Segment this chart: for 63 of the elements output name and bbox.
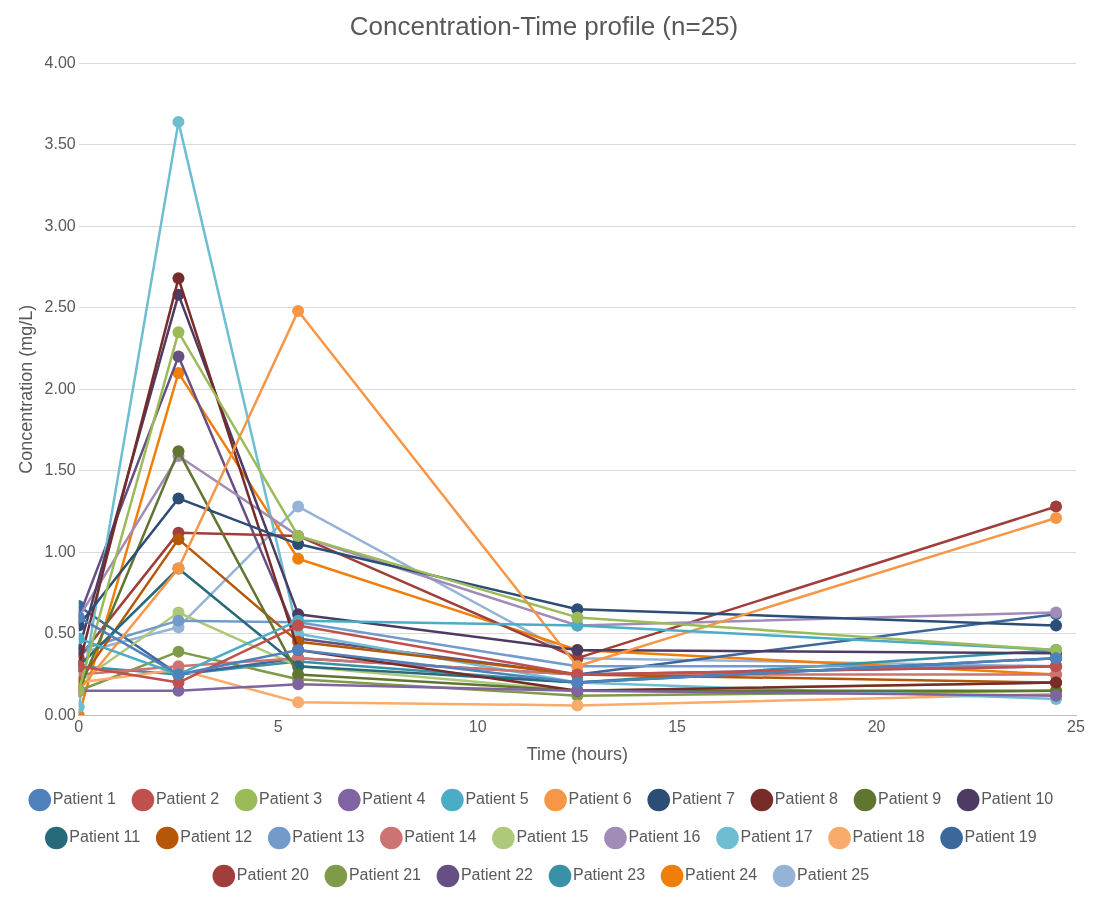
legend-label: Patient 22 — [460, 866, 534, 884]
legend-label: Patient 7 — [671, 790, 735, 808]
y-tick-label: 2.50 — [44, 298, 76, 316]
legend-label: Patient 8 — [774, 790, 839, 808]
x-tick-label: 10 — [468, 718, 487, 736]
x-tick-label: 25 — [1067, 718, 1085, 736]
legend-label: Patient 17 — [740, 828, 813, 846]
x-tick-label: 0 — [74, 718, 84, 736]
point — [292, 552, 305, 565]
legend-label: Patient 23 — [573, 866, 646, 884]
point — [172, 492, 185, 505]
legend-label: Patient 5 — [465, 790, 529, 808]
legend-label: Patient 2 — [155, 790, 220, 808]
point — [172, 533, 185, 546]
x-axis-title: Time (hours) — [526, 744, 629, 765]
point — [571, 611, 584, 624]
legend-label: Patient 14 — [404, 828, 477, 846]
legend-label: Patient 19 — [964, 828, 1037, 846]
point — [292, 304, 305, 317]
point — [172, 350, 185, 363]
point — [1050, 511, 1063, 524]
legend-label: Patient 13 — [292, 828, 365, 846]
y-tick-label: 1.00 — [44, 542, 76, 560]
point — [172, 614, 185, 627]
legend-label: Patient 12 — [180, 828, 253, 846]
legend-label: Patient 1 — [52, 790, 117, 808]
x-tick-label: 20 — [867, 718, 886, 736]
legend-label: Patient 4 — [362, 790, 426, 808]
legend-label: Patient 20 — [236, 866, 309, 884]
point — [292, 678, 305, 691]
y-tick-label: 1.50 — [44, 461, 76, 479]
point — [172, 645, 185, 658]
legend-label: Patient 24 — [685, 866, 758, 884]
y-tick-label: 4.00 — [44, 53, 76, 71]
legend-label: Patient 6 — [568, 790, 632, 808]
y-tick-label: 0.50 — [44, 624, 76, 642]
legend-label: Patient 16 — [628, 828, 701, 846]
legend-label: Patient 18 — [852, 828, 925, 846]
point — [1050, 619, 1063, 632]
point — [571, 699, 584, 712]
legend-label: Patient 3 — [259, 790, 323, 808]
x-tick-label: 15 — [668, 718, 687, 736]
chart-title: Concentration-Time profile (n=25) — [349, 10, 739, 41]
y-tick-label: 3.00 — [44, 216, 76, 234]
point — [292, 696, 305, 709]
x-tick-label: 5 — [273, 718, 283, 736]
legend-label: Patient 25 — [797, 866, 870, 884]
point — [172, 115, 185, 128]
legend-label: Patient 9 — [878, 790, 942, 808]
y-tick-label: 3.50 — [44, 135, 76, 153]
y-tick-label: 2.00 — [44, 379, 76, 397]
point — [172, 445, 185, 458]
legend-label: Patient 11 — [69, 828, 141, 846]
point — [292, 500, 305, 513]
point — [1050, 500, 1063, 513]
point — [172, 272, 185, 285]
point — [172, 366, 185, 379]
y-tick-label: 0.00 — [44, 705, 76, 723]
y-axis-title: Concentration (mg/L) — [15, 304, 36, 474]
legend-label: Patient 21 — [348, 866, 422, 884]
point — [172, 326, 185, 339]
legend-label: Patient 15 — [516, 828, 589, 846]
legend-label: Patient 10 — [981, 790, 1054, 808]
